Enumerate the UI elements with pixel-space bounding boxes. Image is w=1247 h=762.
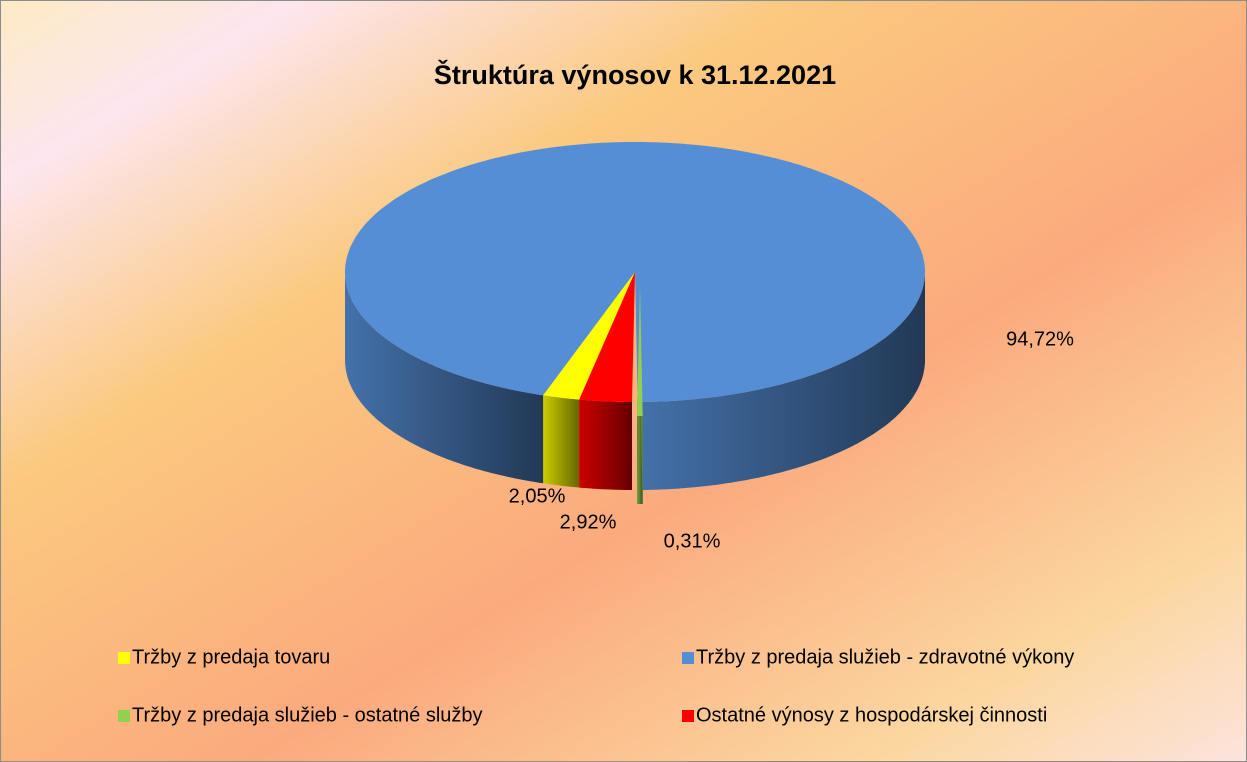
- data-label: 0,31%: [664, 530, 721, 552]
- legend-label: Tržby z predaja tovaru: [132, 646, 330, 668]
- data-label: 2,92%: [560, 511, 617, 533]
- pie-slice: [579, 272, 635, 402]
- data-label: 94,72%: [1006, 328, 1074, 350]
- legend-swatch: [118, 652, 130, 664]
- data-label: 2,05%: [509, 485, 566, 507]
- legend-label: Tržby z predaja služieb - zdravotné výko…: [696, 646, 1074, 668]
- chart-title: Štruktúra výnosov k 31.12.2021: [434, 59, 836, 90]
- pie-slice: [543, 272, 635, 400]
- legend-label: Ostatné výnosy z hospodárskej činnosti: [696, 704, 1047, 726]
- legend-swatch: [682, 652, 694, 664]
- slice-side-shade: [543, 395, 580, 488]
- slice-side-shade: [345, 272, 544, 484]
- slice-side-shade: [579, 399, 632, 490]
- slice-side-shade: [637, 272, 925, 490]
- pie-slice: [637, 286, 643, 416]
- legend-swatch: [118, 710, 130, 722]
- legend-label: Tržby z predaja služieb - ostatné služby: [132, 704, 483, 726]
- legend-swatch: [682, 710, 694, 722]
